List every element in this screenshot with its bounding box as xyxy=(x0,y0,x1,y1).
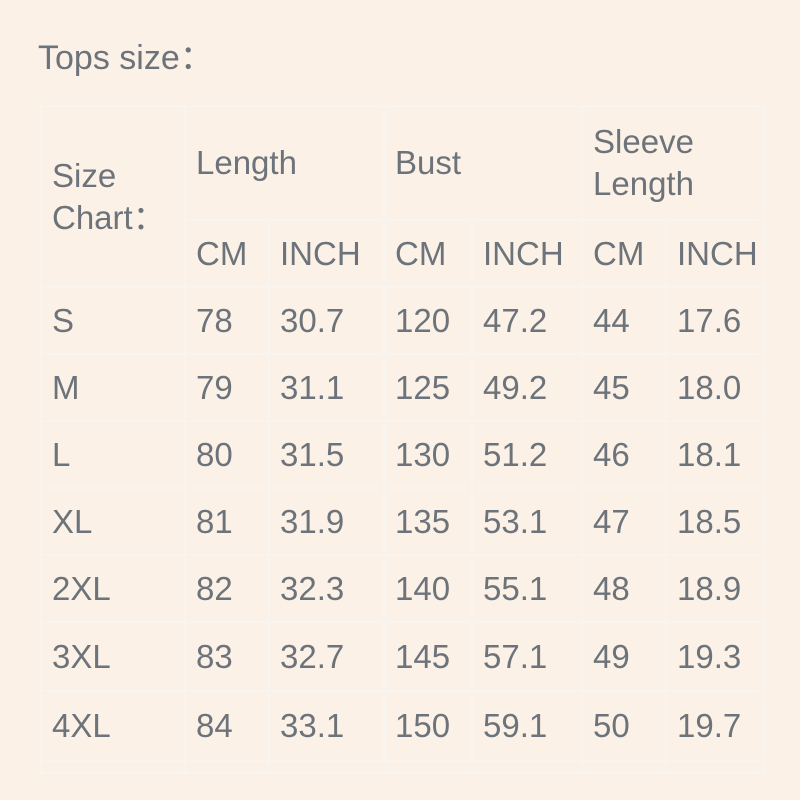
empty-cell xyxy=(184,760,270,774)
value-cell: 31.5 xyxy=(268,420,385,489)
unit-header-sleeve-inch: INCH xyxy=(665,219,766,288)
value-cell: 120 xyxy=(383,286,473,355)
unit-header-bust-cm: CM xyxy=(383,219,473,288)
value-cell: 32.3 xyxy=(268,554,385,623)
column-group-bust: Bust xyxy=(382,105,584,221)
value-cell: 57.1 xyxy=(470,621,584,692)
value-cell: 18.5 xyxy=(665,487,766,556)
size-chart-corner-label: Size Chart： xyxy=(40,105,186,288)
value-cell: 125 xyxy=(383,353,473,422)
table-row-s: S 78 30.7 120 47.2 44 17.6 xyxy=(40,286,766,355)
empty-cell xyxy=(581,760,668,774)
size-cell: 4XL xyxy=(40,690,186,762)
size-cell: M xyxy=(40,353,186,422)
value-cell: 81 xyxy=(184,487,270,556)
value-cell: 78 xyxy=(184,286,270,355)
table-row-m: M 79 31.1 125 49.2 45 18.0 xyxy=(40,353,766,422)
empty-cell xyxy=(40,760,186,774)
table-row-4xl: 4XL 84 33.1 150 59.1 50 19.7 xyxy=(40,690,766,762)
value-cell: 145 xyxy=(383,621,473,692)
column-group-sleeve-length: Sleeve Length xyxy=(581,105,766,221)
empty-cell xyxy=(268,760,385,774)
table-row-cutoff xyxy=(40,760,766,774)
value-cell: 50 xyxy=(581,690,668,762)
unit-header-sleeve-cm: CM xyxy=(581,219,668,288)
value-cell: 84 xyxy=(184,690,270,762)
value-cell: 53.1 xyxy=(470,487,584,556)
table-row-3xl: 3XL 83 32.7 145 57.1 49 19.3 xyxy=(40,621,766,692)
value-cell: 49.2 xyxy=(470,353,584,422)
size-cell: 3XL xyxy=(40,621,186,692)
value-cell: 30.7 xyxy=(268,286,385,355)
value-cell: 48 xyxy=(581,554,668,623)
value-cell: 31.9 xyxy=(268,487,385,556)
value-cell: 19.7 xyxy=(665,690,766,762)
value-cell: 46 xyxy=(581,420,668,489)
value-cell: 18.0 xyxy=(665,353,766,422)
value-cell: 150 xyxy=(383,690,473,762)
header-group-row: Size Chart： Length Bust Sleeve Length xyxy=(40,105,766,288)
value-cell: 82 xyxy=(184,554,270,623)
table-row-xl: XL 81 31.9 135 53.1 47 18.5 xyxy=(40,487,766,556)
value-cell: 44 xyxy=(581,286,668,355)
value-cell: 49 xyxy=(581,621,668,692)
empty-cell xyxy=(383,760,473,774)
header-units-row: CM INCH CM INCH CM INCH xyxy=(41,219,766,288)
size-cell: S xyxy=(40,286,186,355)
empty-cell xyxy=(470,760,584,774)
size-cell: XL xyxy=(40,487,186,556)
unit-header-length-cm: CM xyxy=(184,219,270,288)
page-title: Tops size： xyxy=(38,39,214,77)
value-cell: 47.2 xyxy=(470,286,584,355)
value-cell: 17.6 xyxy=(665,286,766,355)
empty-cell xyxy=(665,760,766,774)
value-cell: 32.7 xyxy=(268,621,385,692)
value-cell: 31.1 xyxy=(268,353,385,422)
value-cell: 140 xyxy=(383,554,473,623)
size-cell: L xyxy=(40,420,186,489)
unit-header-bust-inch: INCH xyxy=(470,219,584,288)
value-cell: 18.1 xyxy=(665,420,766,489)
value-cell: 33.1 xyxy=(268,690,385,762)
value-cell: 18.9 xyxy=(665,554,766,623)
value-cell: 45 xyxy=(581,353,668,422)
value-cell: 135 xyxy=(383,487,473,556)
value-cell: 19.3 xyxy=(665,621,766,692)
value-cell: 47 xyxy=(581,487,668,556)
value-cell: 55.1 xyxy=(470,554,584,623)
value-cell: 80 xyxy=(184,420,270,489)
value-cell: 51.2 xyxy=(470,420,584,489)
value-cell: 59.1 xyxy=(470,690,584,762)
size-cell: 2XL xyxy=(40,554,186,623)
unit-header-length-inch: INCH xyxy=(268,219,385,288)
value-cell: 83 xyxy=(184,621,270,692)
value-cell: 79 xyxy=(184,353,270,422)
column-group-length: Length xyxy=(184,105,385,221)
table-row-l: L 80 31.5 130 51.2 46 18.1 xyxy=(40,420,766,489)
size-chart-table: Size Chart： Length Bust Sleeve Length CM… xyxy=(40,105,766,774)
table-row-2xl: 2XL 82 32.3 140 55.1 48 18.9 xyxy=(40,554,766,623)
value-cell: 130 xyxy=(383,420,473,489)
